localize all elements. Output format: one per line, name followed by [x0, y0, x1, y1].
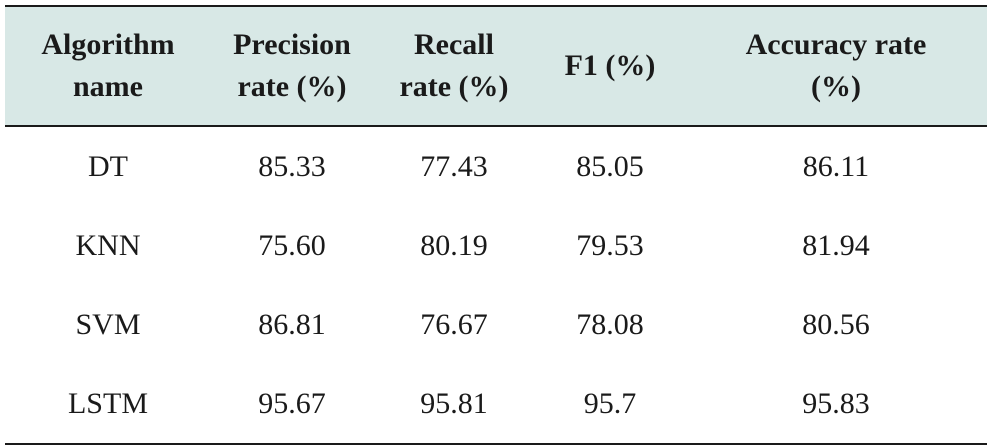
cell-precision: 86.81	[258, 307, 326, 341]
cell-algorithm: SVM	[75, 307, 141, 341]
cell-f1: 78.08	[576, 307, 644, 341]
cell-recall: 95.81	[420, 386, 488, 420]
cell-recall: 76.67	[420, 307, 488, 341]
cell-f1: 79.53	[576, 228, 644, 262]
cell-accuracy: 86.11	[802, 149, 870, 183]
cell-precision: 95.67	[258, 386, 326, 420]
cell-accuracy: 81.94	[802, 228, 870, 262]
cell-f1: 85.05	[576, 149, 644, 183]
header-recall-rate: Recall rate (%)	[399, 28, 509, 103]
cell-algorithm: DT	[88, 149, 128, 183]
cell-f1: 95.7	[583, 386, 637, 420]
cell-accuracy: 80.56	[802, 307, 870, 341]
header-precision-rate: Precision rate (%)	[233, 28, 351, 103]
cell-recall: 80.19	[420, 228, 488, 262]
header-row: Algorithm name Precision rate (%) Recall…	[5, 6, 987, 126]
table-header: Algorithm name Precision rate (%) Recall…	[5, 6, 987, 126]
results-table-container: Algorithm name Precision rate (%) Recall…	[5, 5, 987, 445]
table-row: DT 85.33 77.43 85.05 86.11	[5, 126, 987, 206]
algorithm-comparison-table: Algorithm name Precision rate (%) Recall…	[5, 5, 987, 445]
table-body: DT 85.33 77.43 85.05 86.11 KNN 75.60 80.…	[5, 126, 987, 444]
cell-recall: 77.43	[420, 149, 488, 183]
header-f1: F1 (%)	[564, 49, 656, 82]
cell-precision: 75.60	[258, 228, 326, 262]
header-accuracy-rate: Accuracy rate (%)	[745, 28, 927, 103]
table-row: KNN 75.60 80.19 79.53 81.94	[5, 206, 987, 285]
cell-accuracy: 95.83	[802, 386, 870, 420]
cell-algorithm: LSTM	[67, 386, 148, 420]
table-row: LSTM 95.67 95.81 95.7 95.83	[5, 364, 987, 444]
cell-algorithm: KNN	[75, 228, 141, 262]
table-row: SVM 86.81 76.67 78.08 80.56	[5, 285, 987, 364]
cell-precision: 85.33	[258, 149, 326, 183]
header-algorithm-name: Algorithm name	[41, 28, 175, 103]
